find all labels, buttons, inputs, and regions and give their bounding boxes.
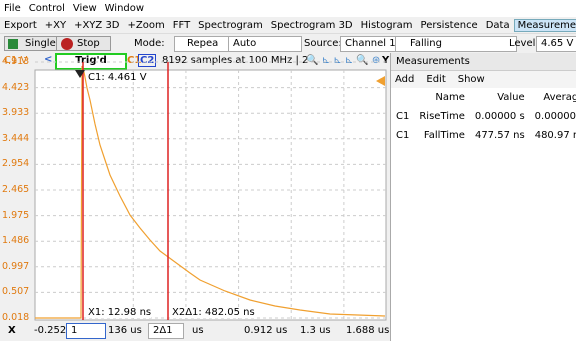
- samples-info: 8192 samples at 100 MHz | 2: [162, 55, 309, 66]
- y-label: 2.465: [2, 184, 30, 195]
- panel-toolbar: Add Edit Show: [391, 71, 576, 88]
- stop-icon: [61, 38, 73, 50]
- tab[interactable]: FFT: [172, 19, 191, 31]
- source-label: Source:: [304, 38, 342, 49]
- tab[interactable]: Measurements: [513, 18, 576, 32]
- level-label: Level:: [509, 38, 539, 49]
- y-label: 4.423: [2, 81, 30, 93]
- level-input[interactable]: 4.65 V: [536, 36, 576, 52]
- back-arrow[interactable]: <: [44, 54, 53, 65]
- unit: us: [192, 325, 204, 336]
- tab-bar: Export +XY +XYZ 3D +Zoom FFT Spectrogram Spect…: [0, 17, 576, 33]
- y-label: 0.018: [2, 312, 30, 323]
- measurements-panel: Measurements Add Edit Show Name Value Averag…: [390, 53, 576, 341]
- trigger-marker: [75, 70, 85, 78]
- cell: C1: [396, 111, 410, 122]
- mode-label: Mode:: [134, 38, 165, 49]
- delta-button[interactable]: 2Δ1: [148, 323, 184, 339]
- cell: 0.00000 s: [534, 111, 576, 122]
- x-position[interactable]: -0.252 us: [34, 325, 81, 336]
- y-label: 3.933: [2, 107, 30, 119]
- c1-toggle[interactable]: C1: [127, 55, 142, 66]
- table-row: C1 RiseTime 0.00000 s 0.00000 s: [391, 107, 576, 126]
- measurements-table: Name Value Average C1 RiseTime 0.00000 s 0.000…: [391, 88, 576, 145]
- cell: 0.00000 s: [474, 111, 525, 122]
- menu-bar: File Control View Window: [0, 0, 576, 17]
- mode-select[interactable]: Repea: [174, 36, 236, 52]
- y-label: 4.913: [2, 56, 30, 67]
- channel-unit: C1 V: [4, 55, 28, 66]
- header-cell: [391, 88, 414, 107]
- tab[interactable]: Export: [4, 19, 37, 31]
- cell: 480.97 ns: [534, 130, 576, 141]
- cursor-value: C1: 4.461 V: [88, 72, 147, 83]
- cell: RiseTime: [419, 111, 465, 122]
- y-label: 1.975: [2, 209, 30, 221]
- header-cell: Name: [435, 92, 465, 103]
- single-button[interactable]: Single: [4, 36, 61, 51]
- auto-select[interactable]: Auto: [228, 36, 302, 52]
- panel-button[interactable]: Add: [395, 74, 415, 85]
- tab[interactable]: +Zoom: [127, 19, 165, 31]
- menu-item[interactable]: File: [4, 3, 21, 14]
- tab[interactable]: +XYZ 3D: [74, 19, 120, 31]
- tab[interactable]: Spectrogram 3D: [270, 19, 353, 31]
- plot-area: [34, 69, 387, 321]
- header-cell: Value: [497, 92, 525, 103]
- x-axis-bar: X -0.252 us 1 136 us 2Δ1 us 0.912 us 1.3…: [0, 321, 576, 341]
- c2-toggle[interactable]: C2: [138, 54, 157, 67]
- control-bar: Single Stop Mode: Repea Auto Source: Cha…: [0, 33, 576, 54]
- tab[interactable]: Data: [485, 19, 510, 31]
- y-label: 0.507: [2, 286, 30, 298]
- x2-label: X2Δ1: 482.05 ns: [172, 307, 255, 318]
- table-row: C1 FallTime 477.57 ns 480.97 ns: [391, 126, 576, 145]
- x1-label: X1: 12.98 ns: [88, 307, 152, 318]
- tab[interactable]: Histogram: [360, 19, 413, 31]
- source-select[interactable]: Channel 1: [340, 36, 400, 52]
- panel-title: Measurements: [391, 53, 576, 71]
- tab[interactable]: +XY: [44, 19, 67, 31]
- y-label: 0.997: [2, 260, 30, 272]
- division-select[interactable]: 1: [66, 323, 106, 339]
- y-label: 2.954: [2, 158, 30, 170]
- panel-button[interactable]: Edit: [426, 74, 446, 85]
- plot: [34, 61, 387, 321]
- waveform: [35, 65, 386, 319]
- level-marker: [376, 76, 385, 86]
- cell: FallTime: [423, 130, 465, 141]
- y-label: 3.444: [2, 132, 30, 144]
- menu-item[interactable]: View: [72, 3, 97, 14]
- edge-select[interactable]: Falling: [395, 36, 517, 52]
- y-button[interactable]: Y: [382, 55, 390, 66]
- x-axis-label: X: [8, 325, 16, 336]
- y-label: 1.486: [2, 235, 30, 247]
- x-tick: 1.688 us: [346, 325, 390, 336]
- menu-item[interactable]: Control: [28, 3, 65, 14]
- header-cell: Average: [543, 92, 576, 103]
- x-tick: 1.3 us: [300, 325, 331, 336]
- cell: C1: [396, 130, 410, 141]
- tab[interactable]: Spectrogram: [198, 19, 263, 31]
- cell: 477.57 ns: [474, 130, 525, 141]
- panel-button[interactable]: Show: [457, 74, 485, 85]
- single-icon: [8, 39, 18, 49]
- zoom-icons[interactable]: 🔍 ⊾ ⊾ ⊾ 🔍 ⊛: [306, 55, 381, 66]
- tab[interactable]: Persistence: [420, 19, 478, 31]
- header-row: Name Value Average: [391, 88, 576, 107]
- menu-item[interactable]: Window: [104, 3, 145, 14]
- x-tick: 0.912 us: [244, 325, 288, 336]
- division[interactable]: 136 us: [108, 325, 142, 336]
